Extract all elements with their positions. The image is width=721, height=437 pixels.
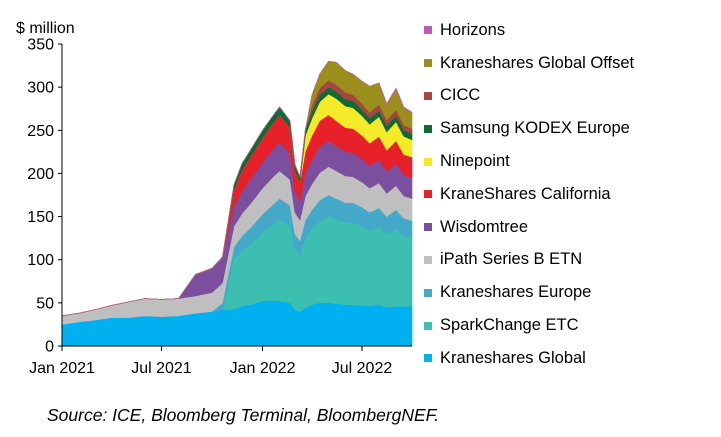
x-tick-label: Jan 2022 <box>230 360 296 377</box>
y-tick-label: 250 <box>27 123 54 140</box>
y-axis-label: $ million <box>16 20 75 37</box>
legend-item-ninepoint: Ninepoint <box>424 145 714 178</box>
x-tick-label: Jul 2022 <box>332 360 393 377</box>
legend-label: Samsung KODEX Europe <box>440 119 630 138</box>
legend-label: Horizons <box>440 20 506 39</box>
legend-swatch <box>424 288 432 297</box>
y-tick-label: 200 <box>27 166 54 183</box>
legend-item-kraneshares-global: Kraneshares Global <box>424 342 714 375</box>
legend-swatch <box>424 255 432 264</box>
legend-swatch <box>424 59 432 68</box>
legend-label: Ninepoint <box>440 152 510 171</box>
legend-swatch <box>424 190 432 199</box>
legend-label: KraneShares California <box>440 184 611 203</box>
legend-label: CICC <box>440 86 481 105</box>
legend-item-cicc: CICC <box>424 80 714 113</box>
area-horizons <box>61 60 413 317</box>
legend-item-sparkchange-etc: SparkChange ETC <box>424 309 714 342</box>
legend-label: Kraneshares Global Offset <box>440 53 635 72</box>
legend-item-wisdomtree: Wisdomtree <box>424 211 714 244</box>
y-tick-label: 350 <box>27 37 54 54</box>
legend: Horizons Kraneshares Global Offset CICC Sam… <box>424 14 714 375</box>
legend-swatch <box>424 124 432 133</box>
legend-swatch <box>424 26 432 35</box>
axes-group: 0 50 100 150 200 250 300 350 Jan 2021 Jul 2021 Jan… <box>27 37 412 377</box>
legend-label: Wisdomtree <box>440 217 529 236</box>
x-tick-label: Jul 2021 <box>131 360 192 377</box>
y-tick-label: 150 <box>27 209 54 226</box>
legend-item-kraneshares-europe: Kraneshares Europe <box>424 276 714 309</box>
legend-swatch <box>424 91 432 100</box>
legend-item-ipath-series-b-etn: iPath Series B ETN <box>424 244 714 277</box>
y-tick-label: 0 <box>45 339 54 356</box>
area-series-group <box>61 60 413 347</box>
x-tick-label: Jan 2021 <box>29 360 95 377</box>
legend-item-samsung-kodex-europe: Samsung KODEX Europe <box>424 112 714 145</box>
source-note: Source: ICE, Bloomberg Terminal, Bloombe… <box>47 405 439 425</box>
legend-item-kraneshares-global-offset: Kraneshares Global Offset <box>424 47 714 80</box>
legend-item-kraneshares-california: KraneShares California <box>424 178 714 211</box>
y-tick-label: 50 <box>36 295 54 312</box>
y-tick-label: 100 <box>27 252 54 269</box>
legend-swatch <box>424 321 432 330</box>
legend-label: Kraneshares Global <box>440 348 586 367</box>
legend-swatch <box>424 223 432 232</box>
legend-swatch <box>424 354 432 363</box>
legend-label: iPath Series B ETN <box>440 250 583 269</box>
y-tick-label: 300 <box>27 80 54 97</box>
legend-label: Kraneshares Europe <box>440 283 592 302</box>
legend-item-horizons: Horizons <box>424 14 714 47</box>
legend-label: SparkChange ETC <box>440 316 579 335</box>
legend-swatch <box>424 157 432 166</box>
